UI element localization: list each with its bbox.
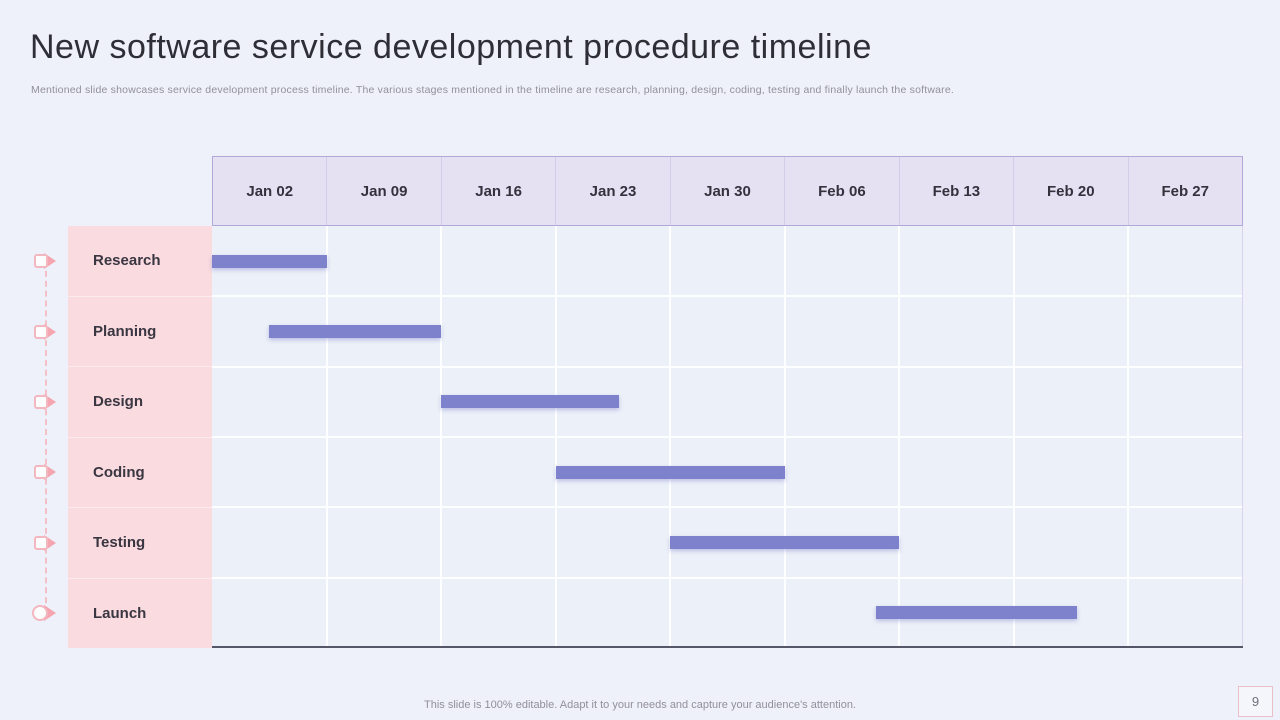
gantt-bar-design [441, 395, 619, 409]
column-header-feb-06: Feb 06 [784, 157, 898, 225]
milestone-marker-icon [34, 464, 64, 481]
grid-line [212, 576, 1243, 579]
task-label-design: Design [68, 366, 212, 437]
gantt-bar-testing [670, 536, 900, 549]
page-number: 9 [1251, 694, 1260, 709]
task-label-coding: Coding [68, 436, 212, 507]
grid-line [212, 365, 1243, 368]
column-header-feb-20: Feb 20 [1013, 157, 1127, 225]
square-icon [34, 254, 48, 269]
gantt-bar-coding [555, 465, 785, 479]
task-label-testing: Testing [68, 507, 212, 578]
milestone-marker-icon [34, 534, 64, 551]
gantt-chart: Jan 02 Jan 09 Jan 16 Jan 23 Jan 30 Feb 06 Feb … [68, 156, 1243, 648]
square-icon [34, 324, 48, 339]
column-header-jan-30: Jan 30 [669, 157, 784, 225]
milestone-marker-icon [34, 323, 64, 340]
page-title: New software service development procedu… [30, 28, 872, 66]
task-label-planning: Planning [68, 295, 212, 366]
column-header-jan-16: Jan 16 [440, 157, 555, 225]
grid-line [212, 295, 1243, 298]
task-label-launch: Launch [68, 577, 212, 648]
circle-icon [32, 604, 48, 621]
square-icon [34, 394, 48, 409]
gantt-bar-launch [876, 606, 1077, 620]
gantt-bar-planning [269, 325, 442, 338]
slide-subtitle: Mentioned slide showcases service develo… [31, 84, 955, 96]
milestone-marker-icon [32, 604, 64, 621]
column-header-feb-27: Feb 27 [1127, 157, 1242, 225]
task-label-research: Research [68, 226, 212, 296]
column-header-jan-02: Jan 02 [246, 182, 294, 200]
grid-line [212, 436, 1243, 438]
gantt-grid [212, 226, 1243, 648]
page-number-badge: 9 [1238, 686, 1273, 717]
gantt-bar-research [212, 254, 327, 268]
square-icon [34, 535, 48, 550]
gantt-task-labels: Research Planning Design Coding Testing Launc… [68, 226, 212, 648]
column-header-feb-13: Feb 13 [898, 157, 1013, 225]
milestone-marker-icon [34, 393, 64, 410]
footer-note: This slide is 100% editable. Adapt it to… [424, 699, 856, 711]
column-header-jan-09: Jan 09 [326, 157, 440, 225]
milestone-marker-icon [34, 253, 64, 270]
square-icon [34, 465, 48, 480]
milestone-marker-rail [32, 226, 70, 648]
grid-right-border [1242, 226, 1243, 648]
grid-line [212, 506, 1243, 509]
dashed-connector-line [45, 261, 47, 613]
column-header-jan-23: Jan 23 [555, 157, 669, 225]
gantt-header-row: Jan 02 Jan 09 Jan 16 Jan 23 Jan 30 Feb 06 Feb … [212, 156, 1243, 226]
table-bottom-border [212, 646, 1243, 648]
